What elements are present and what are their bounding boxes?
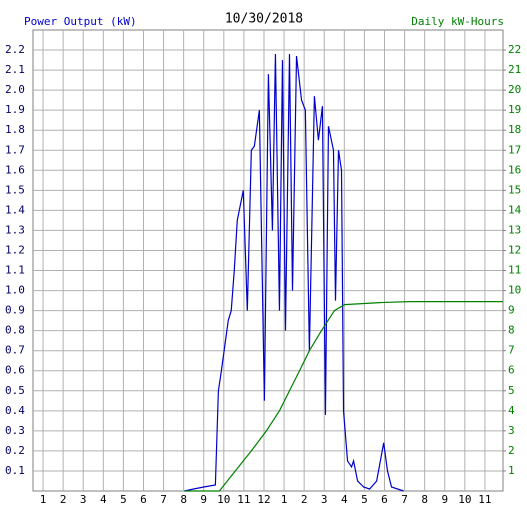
y2-tick-label: 8 xyxy=(508,324,515,337)
y2-tick-label: 13 xyxy=(508,223,521,236)
y-tick-label: 1.2 xyxy=(5,243,25,256)
y-tick-label: 0.7 xyxy=(5,344,25,357)
x-tick-label: 1 xyxy=(281,493,288,506)
y-tick-label: 2.2 xyxy=(5,43,25,56)
x-tick-label: 3 xyxy=(321,493,328,506)
y-tick-label: 0.3 xyxy=(5,424,25,437)
x-tick-label: 9 xyxy=(441,493,448,506)
y-tick-label: 1.0 xyxy=(5,284,25,297)
x-tick-label: 9 xyxy=(200,493,207,506)
y-tick-label: 0.8 xyxy=(5,324,25,337)
y-tick-label: 1.1 xyxy=(5,264,25,277)
y-tick-label: 1.7 xyxy=(5,143,25,156)
y2-tick-label: 12 xyxy=(508,243,521,256)
x-tick-label: 2 xyxy=(301,493,308,506)
y2-tick-label: 3 xyxy=(508,424,515,437)
y2-tick-label: 6 xyxy=(508,364,515,377)
y2-tick-label: 2 xyxy=(508,444,515,457)
y2-tick-label: 19 xyxy=(508,103,521,116)
x-tick-label: 4 xyxy=(100,493,107,506)
y-tick-label: 1.5 xyxy=(5,183,25,196)
x-tick-label: 2 xyxy=(60,493,67,506)
series-line xyxy=(184,54,404,492)
y-tick-label: 1.6 xyxy=(5,163,25,176)
y-tick-label: 2.1 xyxy=(5,63,25,76)
y-tick-label: 1.8 xyxy=(5,123,25,136)
y-tick-label: 1.9 xyxy=(5,103,25,116)
x-tick-label: 7 xyxy=(401,493,408,506)
y2-tick-label: 5 xyxy=(508,384,515,397)
y-tick-label: 0.2 xyxy=(5,444,25,457)
y2-tick-label: 1 xyxy=(508,464,515,477)
x-tick-label: 3 xyxy=(80,493,87,506)
y2-tick-label: 20 xyxy=(508,83,521,96)
y-tick-label: 1.3 xyxy=(5,223,25,236)
y2-tick-label: 18 xyxy=(508,123,521,136)
x-tick-label: 6 xyxy=(381,493,388,506)
y2-tick-label: 16 xyxy=(508,163,521,176)
y2-tick-label: 22 xyxy=(508,43,521,56)
x-tick-label: 7 xyxy=(160,493,167,506)
y2-tick-label: 4 xyxy=(508,404,515,417)
y2-tick-label: 7 xyxy=(508,344,515,357)
x-tick-label: 1 xyxy=(40,493,47,506)
x-tick-label: 10 xyxy=(458,493,471,506)
y2-tick-label: 15 xyxy=(508,183,521,196)
y2-tick-label: 10 xyxy=(508,284,521,297)
x-tick-label: 10 xyxy=(217,493,230,506)
chart-title: 10/30/2018 xyxy=(225,12,303,27)
x-tick-label: 8 xyxy=(180,493,187,506)
x-tick-label: 4 xyxy=(341,493,348,506)
x-tick-label: 6 xyxy=(140,493,147,506)
y2-tick-label: 17 xyxy=(508,143,521,156)
x-tick-label: 11 xyxy=(478,493,491,506)
series-line xyxy=(184,300,503,492)
x-tick-label: 5 xyxy=(120,493,127,506)
y-tick-label: 0.4 xyxy=(5,404,25,417)
y-tick-label: 0.1 xyxy=(5,464,25,477)
right-axis-title: Daily kW-Hours xyxy=(411,15,504,28)
y-tick-label: 1.4 xyxy=(5,203,25,216)
y-tick-label: 0.9 xyxy=(5,304,25,317)
y-tick-label: 2.0 xyxy=(5,83,25,96)
x-tick-label: 5 xyxy=(361,493,368,506)
y-tick-label: 0.6 xyxy=(5,364,25,377)
y2-tick-label: 9 xyxy=(508,304,515,317)
x-tick-label: 8 xyxy=(421,493,428,506)
x-tick-label: 11 xyxy=(237,493,250,506)
y2-tick-label: 11 xyxy=(508,264,521,277)
y2-tick-label: 14 xyxy=(508,203,522,216)
left-axis-title: Power Output (kW) xyxy=(24,15,137,28)
y2-tick-label: 21 xyxy=(508,63,521,76)
y-tick-label: 0.5 xyxy=(5,384,25,397)
x-tick-label: 12 xyxy=(257,493,270,506)
